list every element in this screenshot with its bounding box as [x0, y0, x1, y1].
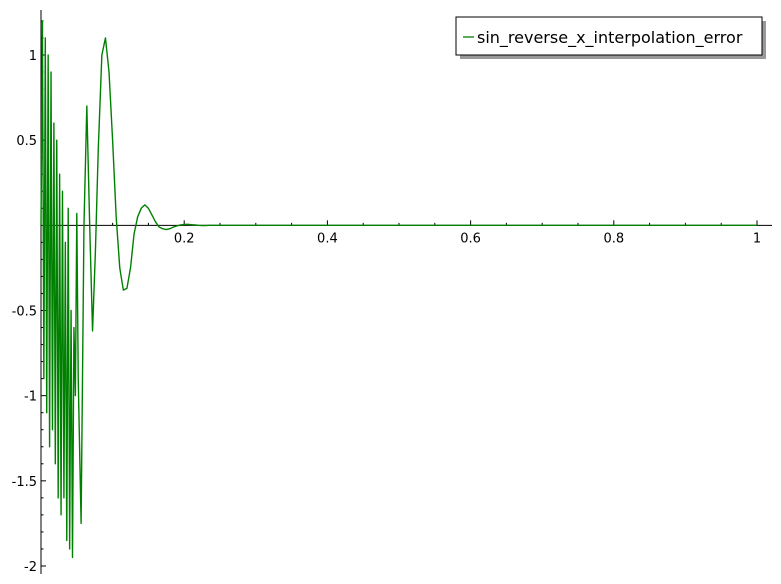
legend-label: sin_reverse_x_interpolation_error: [477, 28, 743, 48]
y-tick-label: -1.5: [12, 475, 37, 490]
x-tick-label: 1: [753, 231, 761, 246]
tick-labels: 0.2 0.4 0.6 0.8 1 -2 -1.5 -1 -0.5 0.5 1: [12, 49, 762, 575]
x-tick-label: 0.8: [603, 231, 624, 246]
x-tick-label: 0.4: [317, 231, 338, 246]
legend: sin_reverse_x_interpolation_error: [455, 16, 766, 59]
axis-ticks: [41, 20, 758, 567]
x-tick-label: 0.2: [174, 231, 195, 246]
legend-box: [455, 16, 763, 56]
series-layer: [40, 20, 757, 559]
y-tick-label: -2: [24, 560, 37, 575]
y-tick-label: 1: [29, 49, 37, 64]
y-tick-label: -1: [24, 390, 37, 405]
series-line: [40, 20, 757, 559]
y-tick-label: -0.5: [12, 305, 37, 320]
x-tick-label: 0.6: [460, 231, 481, 246]
axes: [40, 10, 772, 574]
y-tick-label: 0.5: [16, 134, 37, 149]
